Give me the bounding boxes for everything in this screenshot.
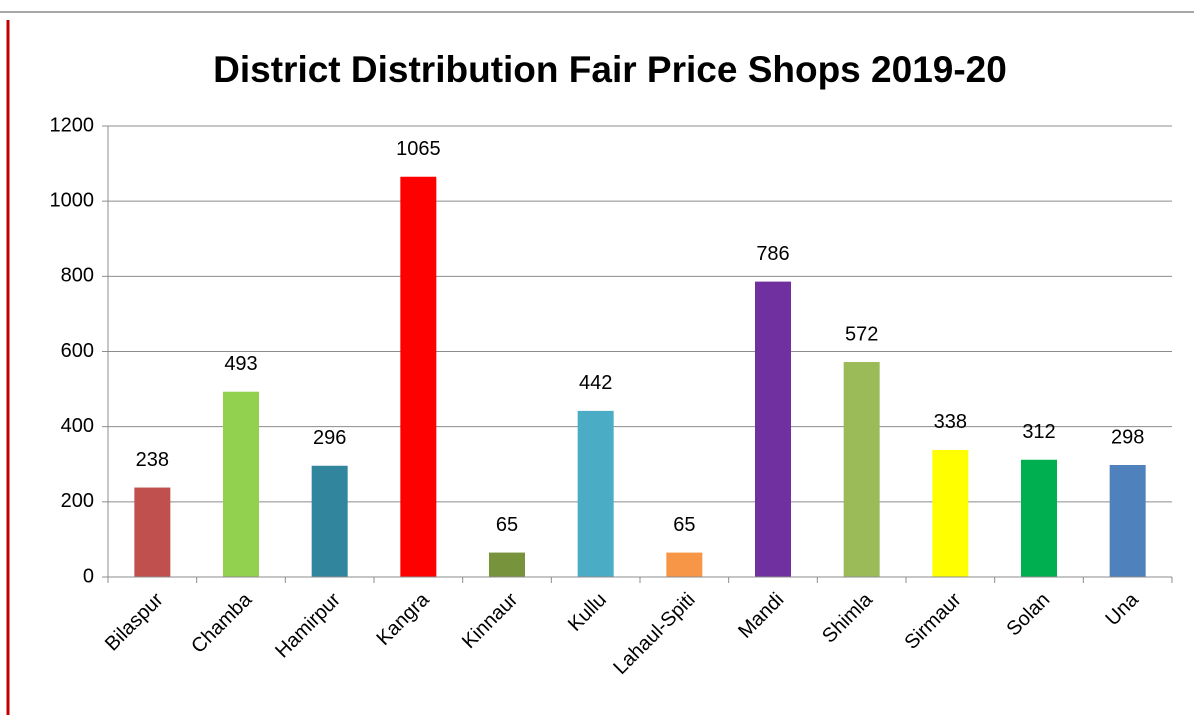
data-label: 1065 [396, 138, 441, 160]
x-tick-label: Hamirpur [271, 588, 345, 662]
y-tick-label: 1000 [50, 189, 95, 211]
data-label: 786 [756, 243, 789, 265]
data-label: 65 [496, 514, 518, 536]
y-tick-label: 1200 [50, 114, 95, 136]
data-label: 312 [1022, 421, 1055, 443]
y-tick-label: 400 [61, 415, 94, 437]
data-label: 442 [579, 372, 612, 394]
x-tick-label: Chamba [187, 588, 257, 658]
x-tick-label: Kangra [372, 588, 434, 650]
bar [932, 449, 969, 577]
bar [400, 176, 437, 578]
data-label: 298 [1111, 426, 1144, 448]
bar [134, 487, 171, 577]
x-tick-label: Kullu [564, 589, 611, 636]
y-tick-label: 600 [61, 340, 94, 362]
bar [1021, 459, 1057, 577]
chart-title: District Distribution Fair Price Shops 2… [213, 49, 1007, 90]
x-tick-label: Lahaul-Spiti [609, 589, 699, 679]
data-label: 493 [224, 353, 257, 375]
y-tick-label: 0 [83, 565, 94, 587]
y-tick-label: 200 [61, 490, 94, 512]
bar [223, 391, 259, 577]
x-tick-label: Una [1101, 588, 1143, 630]
data-label: 338 [934, 411, 967, 433]
bar [489, 552, 525, 577]
bar [843, 362, 880, 577]
y-tick-label: 800 [61, 265, 94, 287]
bar [577, 410, 614, 577]
x-tick-label: Solan [1003, 589, 1055, 641]
data-label: 238 [136, 449, 169, 471]
bar [755, 281, 791, 577]
bar [1109, 465, 1146, 577]
data-label: 65 [673, 514, 695, 536]
data-label: 296 [313, 427, 346, 449]
x-tick-label: Mandi [734, 589, 788, 643]
data-label: 572 [845, 323, 878, 345]
bar [311, 465, 348, 577]
x-tick-label: Sirmaur [901, 588, 966, 653]
x-tick-label: Bilaspur [101, 588, 168, 655]
bar [666, 552, 703, 577]
x-tick-label: Kinnaur [458, 588, 523, 653]
x-tick-label: Shimla [818, 588, 877, 647]
